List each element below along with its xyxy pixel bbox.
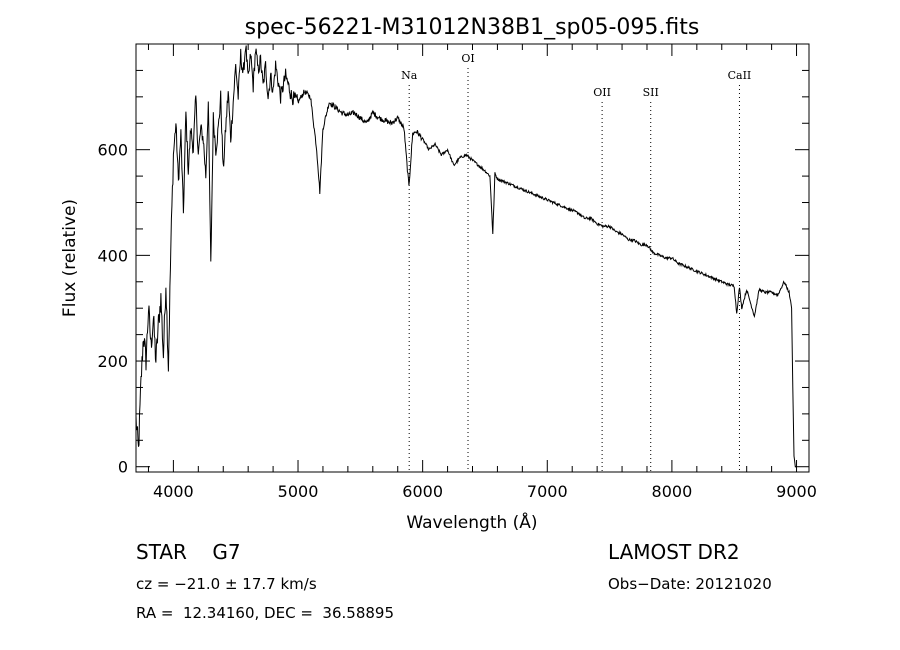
y-tick-label: 400 <box>97 246 128 265</box>
spectral-line-label: OII <box>593 86 611 99</box>
plot-frame <box>136 44 809 472</box>
y-axis-label: Flux (relative) <box>60 199 80 317</box>
spectral-line-label: SII <box>643 86 659 99</box>
x-tick-label: 8000 <box>652 482 693 501</box>
y-tick-label: 0 <box>118 458 128 477</box>
chart-title: spec-56221-M31012N38B1_sp05-095.fits <box>245 15 700 40</box>
x-tick-label: 7000 <box>527 482 568 501</box>
spectrum-series-line <box>136 46 797 467</box>
x-tick-label: 4000 <box>153 482 194 501</box>
spectral-line-label: CaII <box>728 69 752 82</box>
x-tick-label: 5000 <box>278 482 319 501</box>
y-tick-label: 200 <box>97 352 128 371</box>
x-tick-label: 9000 <box>776 482 817 501</box>
coordinates-label: RA = 12.34160, DEC = 36.58895 <box>136 604 394 622</box>
x-tick-label: 6000 <box>402 482 443 501</box>
y-tick-label: 600 <box>97 141 128 160</box>
spectral-line-label: Na <box>401 69 418 82</box>
object-class-label: STAR G7 <box>136 540 241 564</box>
obs-date-label: Obs−Date: 20121020 <box>608 575 772 593</box>
emission-line-markers: Na OI OII SII CaII <box>401 52 751 472</box>
redshift-label: cz = −21.0 ± 17.7 km/s <box>136 575 317 593</box>
x-axis-label: Wavelength (Å) <box>406 511 537 533</box>
spectral-line-label: OI <box>461 52 474 65</box>
survey-label: LAMOST DR2 <box>608 540 740 564</box>
axis-ticks: 4000 5000 6000 7000 8000 9000 0 200 400 600 <box>97 44 816 501</box>
